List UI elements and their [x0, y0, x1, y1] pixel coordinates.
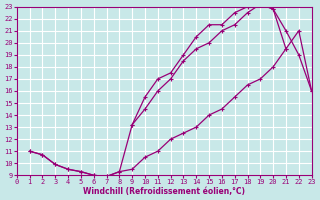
X-axis label: Windchill (Refroidissement éolien,°C): Windchill (Refroidissement éolien,°C) — [83, 187, 245, 196]
